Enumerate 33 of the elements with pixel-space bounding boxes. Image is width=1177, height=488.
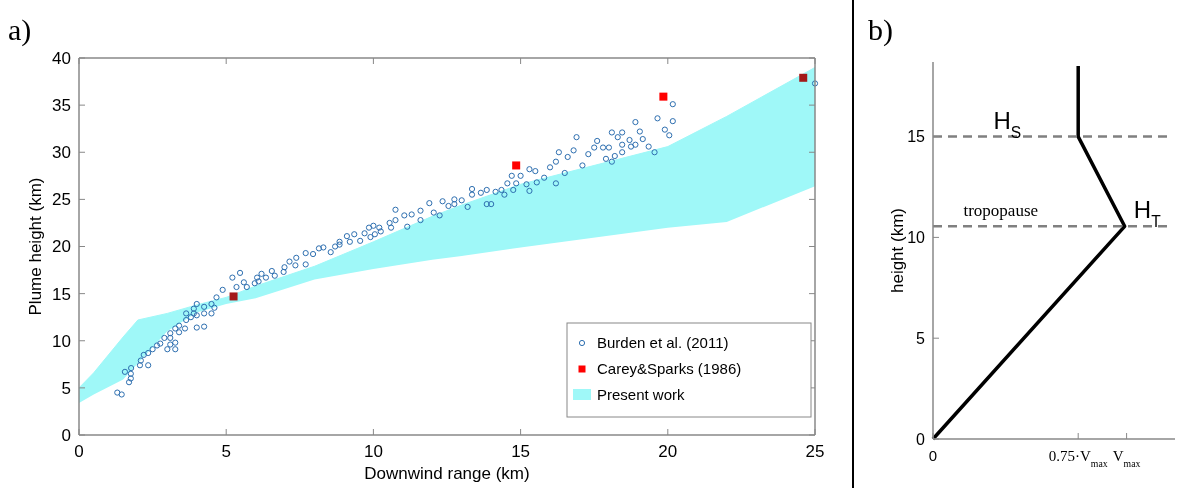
x-tick-label: 5 <box>221 442 231 461</box>
y-tick-label: 10 <box>52 331 71 351</box>
x-tick-label: 0 <box>74 442 84 461</box>
y-tick-label: 35 <box>52 96 71 116</box>
y-tick-label: 5 <box>916 329 926 347</box>
y-tick-label: 30 <box>52 143 71 163</box>
x-tick-label: 20 <box>658 442 678 461</box>
y-tick-label: 15 <box>52 284 71 304</box>
y-axis-title: Plume height (km) <box>26 177 45 316</box>
y-tick-label: 5 <box>61 378 71 398</box>
x-tick-label: 25 <box>805 442 825 461</box>
y-axis-title: height (km) <box>888 207 907 294</box>
x-tick-label: V$_{max}$ <box>1112 448 1141 469</box>
x-tick-label: 0 <box>928 447 938 464</box>
y-tick-label: 25 <box>52 190 71 210</box>
legend-label: Present work <box>597 386 686 404</box>
y-tick-label: 20 <box>52 237 71 257</box>
annotation: tropopause <box>963 201 1039 221</box>
chart-title: b) <box>868 13 893 47</box>
y-tick-label: 10 <box>907 229 926 246</box>
legend-label: Burden et al. (2011) <box>597 334 729 352</box>
x-tick-label: 15 <box>511 442 531 461</box>
y-tick-label: 40 <box>52 48 71 68</box>
chart-title: a) <box>8 13 32 47</box>
ref-line-label: H$_{T}$ <box>1133 196 1162 230</box>
ref-line-label: H$_{S}$ <box>993 106 1022 141</box>
y-tick-label: 0 <box>916 430 926 448</box>
y-tick-label: 15 <box>907 128 926 146</box>
x-tick-label: 10 <box>363 442 383 461</box>
legend-label: Carey&Sparks (1986) <box>597 360 742 378</box>
y-tick-label: 0 <box>61 425 71 445</box>
x-tick-label: 0.75·V$_{max}$ <box>1048 448 1108 469</box>
x-axis-title: Downwind range (km) <box>364 464 530 483</box>
